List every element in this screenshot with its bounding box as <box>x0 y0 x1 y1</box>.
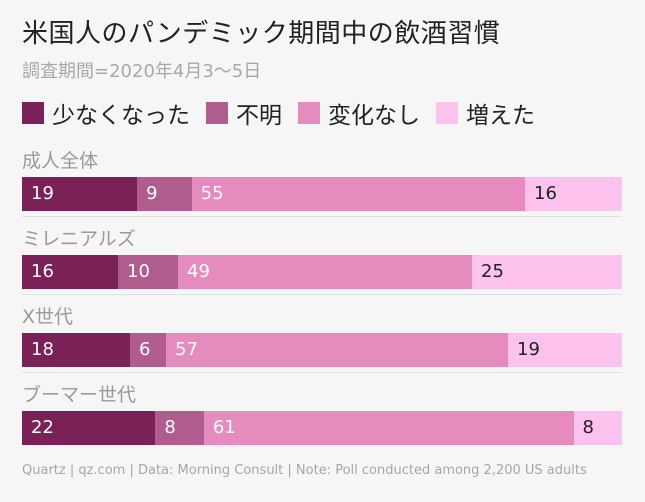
data-label: 16 <box>31 261 54 282</box>
legend-label: 不明 <box>236 103 282 129</box>
legend-swatch <box>22 102 44 124</box>
data-label: 16 <box>534 183 557 204</box>
legend-label: 変化なし <box>328 103 420 129</box>
data-label: 10 <box>127 261 150 282</box>
data-label: 19 <box>517 339 540 360</box>
data-label: 61 <box>212 417 236 438</box>
legend-item: 少なくなった <box>22 96 190 130</box>
bar-segment: 8 <box>155 411 204 445</box>
bar-segment: 55 <box>191 177 525 211</box>
legend: 少なくなった 不明 変化なし 増えた <box>22 96 551 130</box>
stacked-bar: 16 10 49 25 <box>22 255 622 289</box>
legend-swatch <box>436 102 458 124</box>
legend-item: 不明 <box>206 96 282 130</box>
row-divider <box>22 294 622 295</box>
data-label: 6 <box>139 339 151 360</box>
data-label: 8 <box>164 417 176 438</box>
bar-segment: 9 <box>137 177 192 211</box>
data-label: 18 <box>31 339 54 360</box>
legend-label: 増えた <box>466 103 535 129</box>
data-label: 9 <box>146 183 158 204</box>
legend-item: 増えた <box>436 96 535 130</box>
legend-item: 変化なし <box>298 96 420 130</box>
category-label: ミレニアルズ <box>22 228 136 250</box>
bar-segment: 16 <box>525 177 622 211</box>
chart-subtitle: 調査期間=2020年4月3〜5日 <box>22 61 262 82</box>
bar-segment: 49 <box>178 255 472 289</box>
bar-segment: 22 <box>22 411 156 445</box>
bar-segment: 16 <box>22 255 118 289</box>
source-footer: Quartz | qz.com | Data: Morning Consult … <box>22 463 587 478</box>
data-label: 55 <box>200 183 224 204</box>
data-label: 25 <box>481 261 504 282</box>
bar-segment: 61 <box>203 411 574 445</box>
bar-segment: 19 <box>508 333 622 367</box>
category-label: ブーマー世代 <box>22 384 137 406</box>
data-label: 57 <box>175 339 198 360</box>
bar-segment: 8 <box>573 411 622 445</box>
category-label: X世代 <box>22 306 74 328</box>
data-label: 19 <box>31 183 54 204</box>
stacked-bar: 19 9 55 16 <box>22 177 622 211</box>
data-label: 22 <box>31 417 54 438</box>
bar-segment: 6 <box>130 333 166 367</box>
row-divider <box>22 372 622 373</box>
bar-segment: 19 <box>22 177 138 211</box>
row-divider <box>22 216 622 217</box>
stacked-bar: 22 8 61 8 <box>22 411 622 445</box>
legend-label: 少なくなった <box>52 103 190 129</box>
bar-segment: 57 <box>166 333 508 367</box>
data-label: 49 <box>187 261 210 282</box>
chart-title: 米国人のパンデミック期間中の飲酒習慣 <box>22 19 501 49</box>
data-label: 8 <box>582 417 594 438</box>
category-label: 成人全体 <box>22 150 99 172</box>
legend-swatch <box>206 102 228 124</box>
legend-swatch <box>298 102 320 124</box>
stacked-bar: 18 6 57 19 <box>22 333 622 367</box>
bar-segment: 25 <box>472 255 622 289</box>
bar-segment: 18 <box>22 333 130 367</box>
bar-segment: 10 <box>118 255 178 289</box>
